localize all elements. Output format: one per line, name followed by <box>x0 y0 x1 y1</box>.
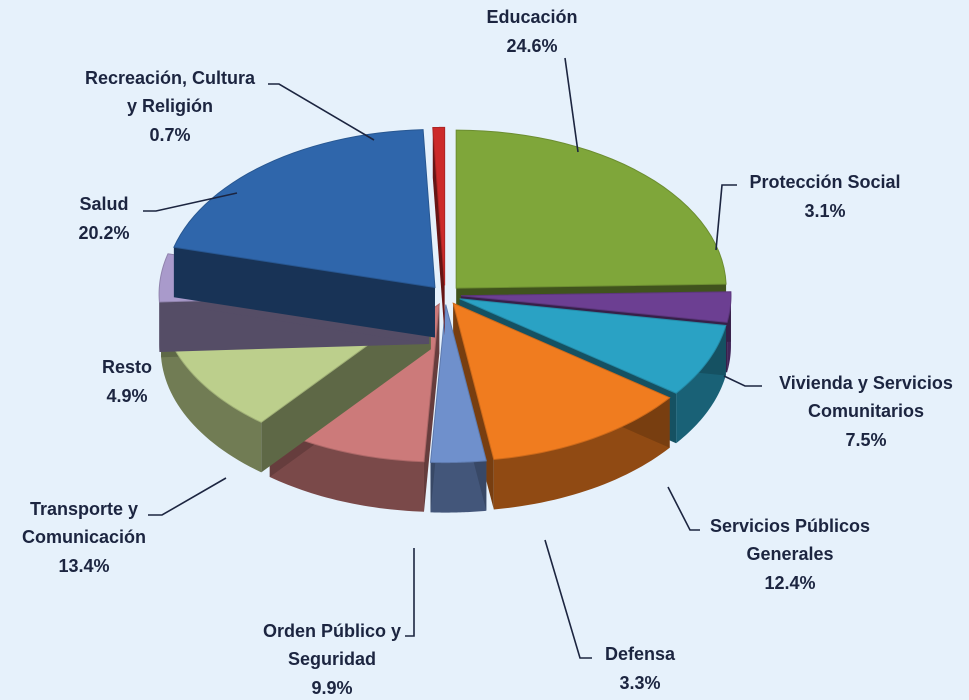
slice-label: Salud <box>79 194 128 214</box>
pie-slice <box>432 126 446 336</box>
leader-line <box>143 192 238 212</box>
value-label: 7.5% <box>845 430 886 450</box>
value-label: 3.3% <box>619 673 660 693</box>
leader-line <box>715 184 737 251</box>
slice-label: Defensa <box>605 644 676 664</box>
leader-line <box>564 57 579 153</box>
value-label: 9.9% <box>311 678 352 698</box>
leader-line <box>148 477 227 516</box>
slice-wall <box>432 127 445 336</box>
slice-side <box>161 307 262 473</box>
value-label: 13.4% <box>58 556 109 576</box>
value-label: 24.6% <box>506 36 557 56</box>
slice-label: Protección Social <box>749 172 900 192</box>
slice-label: Transporte y Comunicación <box>22 499 146 547</box>
leader-line <box>405 548 415 637</box>
slice-label: Resto <box>102 357 152 377</box>
pie-slice <box>173 129 436 338</box>
slice-top <box>173 129 436 289</box>
value-label: 12.4% <box>764 573 815 593</box>
slice-top <box>459 298 727 394</box>
pie-slice <box>429 304 487 513</box>
slice-label: Vivienda y Servicios Comunitarios <box>779 373 953 421</box>
leader-line <box>544 539 592 659</box>
slice-top <box>452 302 671 460</box>
value-label: 4.9% <box>106 386 147 406</box>
leader-line <box>723 375 762 387</box>
leader-line <box>268 83 375 141</box>
slice-top <box>455 129 727 289</box>
value-label: 3.1% <box>804 201 845 221</box>
slice-top <box>460 291 732 323</box>
slice-label: Educación <box>486 7 577 27</box>
slice-label: Orden Público y Seguridad <box>263 621 401 669</box>
value-label: 0.7% <box>149 125 190 145</box>
slice-label: Servicios Públicos Generales <box>710 516 870 564</box>
value-label: 20.2% <box>78 223 129 243</box>
slice-label: Recreación, Cultura y Religión <box>85 68 256 116</box>
slice-side <box>430 460 487 513</box>
slice-wall <box>173 247 435 338</box>
leader-line <box>667 486 700 531</box>
slice-top <box>429 304 487 464</box>
slice-top <box>432 126 446 286</box>
